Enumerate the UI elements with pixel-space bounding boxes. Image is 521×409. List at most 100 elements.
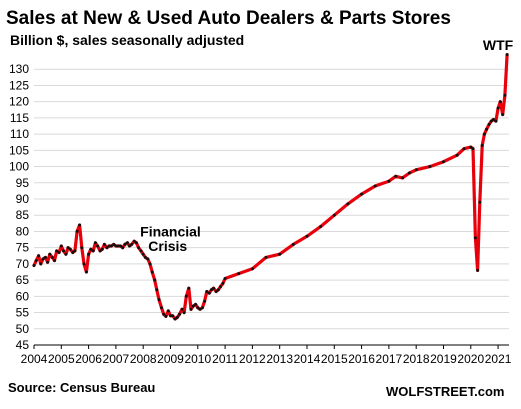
data-point-37 [116, 244, 120, 248]
x-tick-label-2016: 2016 [348, 352, 375, 366]
data-point-79 [212, 286, 216, 290]
y-tick-label-75: 75 [16, 241, 30, 255]
data-point-44 [132, 239, 136, 243]
data-point-96 [387, 179, 391, 183]
data-point-23 [84, 270, 88, 274]
data-point-74 [200, 306, 204, 310]
data-point-19 [75, 229, 79, 233]
series-points [32, 53, 509, 321]
data-point-78 [209, 288, 213, 292]
data-point-97 [394, 174, 398, 178]
x-tick-label-2013: 2013 [266, 352, 293, 366]
data-point-2 [37, 254, 41, 258]
x-tick-label-2007: 2007 [103, 352, 130, 366]
data-point-108 [476, 268, 480, 272]
y-tick-label-110: 110 [10, 127, 29, 141]
data-point-82 [219, 285, 222, 289]
y-tick-label-90: 90 [16, 192, 30, 206]
x-tick-label-2004: 2004 [21, 352, 48, 366]
data-point-70 [191, 304, 195, 308]
data-point-5 [44, 255, 47, 259]
y-tick-label-65: 65 [16, 273, 30, 287]
y-axis: 45 50 55 60 65 70 75 80 85 90 95 100 105 110 115 120 125… [9, 62, 29, 352]
data-point-81 [216, 288, 220, 292]
source-note: Source: Census Bureau [8, 380, 155, 395]
data-point-12 [59, 244, 63, 248]
y-tick-label-45: 45 [16, 338, 30, 352]
data-point-4 [41, 257, 45, 261]
data-point-61 [171, 314, 175, 318]
data-point-110 [480, 144, 484, 147]
data-point-33 [107, 244, 111, 248]
data-point-67 [184, 294, 188, 298]
data-point-85 [237, 272, 241, 276]
data-point-41 [125, 241, 129, 245]
data-point-72 [196, 306, 200, 310]
y-tick-label-120: 120 [9, 95, 29, 109]
data-point-89 [291, 242, 295, 246]
data-point-36 [114, 244, 118, 248]
data-point-112 [485, 127, 489, 131]
data-point-22 [82, 262, 86, 266]
x-tick-label-2008: 2008 [130, 352, 157, 366]
x-tick-label-2019: 2019 [430, 352, 457, 366]
data-point-27 [93, 241, 97, 245]
data-point-101 [428, 165, 432, 169]
data-point-10 [55, 249, 59, 253]
data-point-111 [482, 132, 486, 136]
data-point-114 [489, 119, 493, 123]
data-point-57 [162, 312, 166, 316]
data-point-88 [278, 252, 282, 256]
data-point-62 [173, 317, 177, 321]
data-point-103 [455, 153, 459, 157]
data-point-90 [305, 234, 309, 238]
y-tick-label-105: 105 [9, 143, 29, 157]
data-point-8 [50, 255, 54, 259]
data-point-46 [137, 246, 141, 250]
data-point-6 [46, 260, 50, 264]
data-point-64 [178, 312, 181, 316]
brand-logo: WOLFSTREET.com [386, 384, 504, 399]
data-point-113 [487, 122, 491, 126]
data-point-29 [98, 249, 102, 253]
data-point-102 [442, 160, 445, 164]
data-point-31 [102, 242, 106, 246]
data-point-3 [39, 262, 43, 266]
data-point-86 [250, 267, 254, 271]
data-point-104 [462, 147, 466, 151]
annotation-0: Financial [140, 223, 201, 239]
y-tick-label-125: 125 [9, 78, 29, 92]
series-line-0 [32, 52, 509, 321]
x-tick-label-2014: 2014 [294, 352, 321, 366]
data-point-60 [169, 314, 172, 318]
data-point-99 [407, 171, 411, 175]
data-point-71 [194, 302, 198, 306]
data-point-95 [373, 184, 377, 188]
data-point-69 [189, 307, 193, 311]
data-point-26 [91, 249, 95, 253]
y-tick-label-80: 80 [16, 224, 30, 238]
data-point-11 [57, 251, 61, 254]
data-point-59 [166, 309, 170, 313]
x-axis: 2004 2005 2006 2007 2008 2009 2010 2011 2012 2013… [21, 344, 512, 366]
data-point-38 [119, 244, 122, 248]
data-point-77 [207, 291, 211, 295]
x-tick-label-2018: 2018 [403, 352, 430, 366]
data-point-21 [80, 246, 84, 250]
data-point-84 [223, 277, 227, 280]
data-point-14 [64, 252, 68, 256]
x-tick-label-2010: 2010 [184, 352, 211, 366]
y-tick-label-100: 100 [9, 160, 29, 174]
data-point-107 [473, 236, 477, 240]
data-point-20 [78, 223, 82, 227]
data-point-116 [494, 119, 498, 123]
data-point-94 [360, 192, 364, 196]
data-point-87 [264, 255, 268, 259]
x-tick-label-2012: 2012 [239, 352, 266, 366]
x-tick-label-2015: 2015 [321, 352, 348, 366]
data-point-24 [87, 252, 91, 256]
chart-title: Sales at New & Used Auto Dealers & Parts… [6, 8, 451, 29]
data-point-15 [66, 246, 70, 250]
x-tick-label-2009: 2009 [157, 352, 184, 366]
data-point-73 [198, 307, 202, 311]
